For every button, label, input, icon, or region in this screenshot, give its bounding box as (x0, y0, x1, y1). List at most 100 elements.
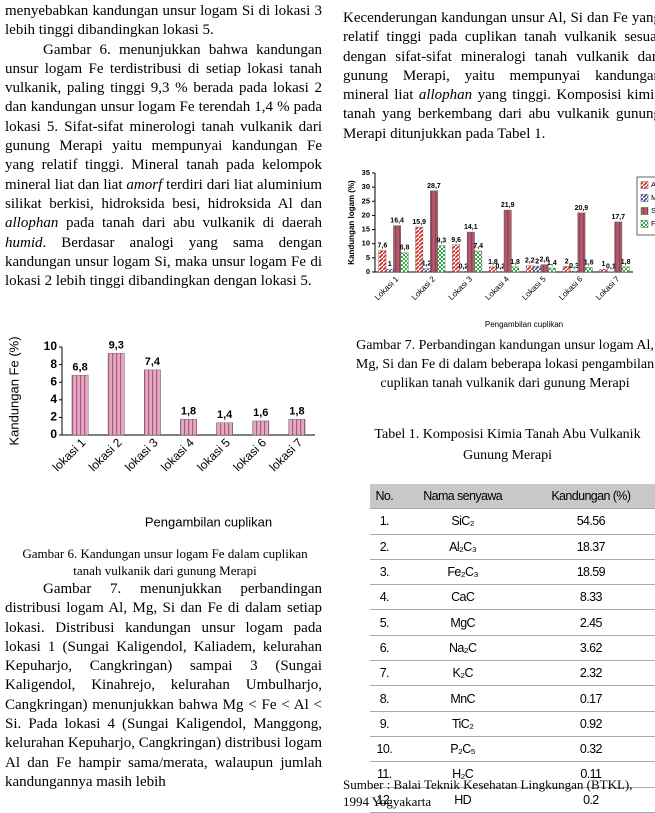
table-cell: MnC (399, 686, 527, 711)
x-tick-label: Lokasi 7 (594, 274, 622, 302)
header-cell: Nama senyawa (399, 484, 527, 509)
table-cell: 0.17 (527, 686, 655, 711)
table-cell: CaC (399, 585, 527, 610)
bar (460, 271, 467, 272)
y-tick-label: 2 (50, 410, 57, 424)
left-text-top: menyebabkan kandungan unsur logam Si di … (5, 2, 322, 332)
x-tick-label: Lokasi 2 (410, 274, 438, 302)
bar-label: 21,9 (501, 202, 515, 209)
legend-swatch (641, 221, 648, 228)
y-tick-label: 4 (50, 392, 57, 406)
bar (533, 266, 540, 272)
table-cell: 3. (370, 559, 399, 584)
bar (217, 423, 233, 435)
bar-label: 9,6 (451, 237, 461, 244)
bar-label: 7,4 (145, 356, 161, 368)
x-tick-label: lokasi 2 (86, 435, 125, 474)
bar (180, 419, 196, 435)
table-cell: 6. (370, 635, 399, 660)
x-tick-label: Lokasi 5 (520, 274, 548, 302)
bar (438, 246, 445, 272)
table-cell: TiC₂ (399, 711, 527, 736)
x-axis-title: Pengambilan cuplikan (485, 320, 563, 329)
bar-label: 1,6 (253, 407, 268, 419)
bar (289, 419, 305, 435)
table-cell: 2. (370, 534, 399, 559)
bar (511, 267, 518, 272)
table-cell: Fe₂C₃ (399, 559, 527, 584)
bar (379, 251, 386, 272)
bar-label: 6,8 (400, 245, 410, 252)
table-cell: 54.56 (527, 509, 655, 534)
bar-label: 1 (602, 261, 606, 268)
x-tick-label: lokasi 5 (194, 435, 233, 474)
legend-swatch (641, 182, 648, 189)
bar (430, 191, 437, 272)
bar (526, 266, 533, 272)
bar (423, 269, 430, 272)
bar-label: 7,4 (473, 243, 483, 250)
x-tick-label: lokasi 6 (230, 435, 269, 474)
bar-label: 9,3 (436, 238, 446, 245)
caption: Gambar 6. Kandungan unsur logam Fe dalam… (20, 545, 310, 579)
y-tick-label: 10 (44, 339, 58, 353)
bar-label: 2,2 (525, 258, 535, 265)
left-text-bottom: Gambar 7. menunjukkan perbandingan distr… (5, 580, 322, 812)
bar-label: 1,4 (217, 409, 233, 421)
bar (475, 251, 482, 272)
table-cell: 18.59 (527, 559, 655, 584)
table-cell: 0.32 (527, 736, 655, 761)
y-tick-label: 10 (362, 239, 370, 248)
table-cell: 10. (370, 736, 399, 761)
table-cell: 2.32 (527, 661, 655, 686)
bar (570, 271, 577, 272)
x-tick-label: lokasi 7 (267, 435, 306, 474)
bar (108, 353, 124, 435)
y-tick-label: 0 (366, 267, 370, 276)
table-cell: 1. (370, 509, 399, 534)
x-tick-label: Lokasi 6 (557, 274, 585, 302)
bar-label: 1,8 (181, 405, 196, 417)
bar-label: 1,8 (621, 259, 631, 266)
legend-label: Al (651, 180, 655, 189)
bar-label: 1,8 (510, 259, 520, 266)
bar (253, 421, 269, 435)
y-axis-title: Kandungan Fe (%) (6, 336, 21, 445)
legend-swatch (641, 195, 648, 202)
paragraph: Gambar 7. menunjukkan perbandingan distr… (5, 580, 322, 792)
bar (585, 267, 592, 272)
y-tick-label: 35 (362, 168, 370, 177)
x-tick-label: Lokasi 3 (447, 274, 475, 302)
y-tick-label: 25 (362, 196, 370, 205)
bar (622, 267, 629, 272)
bar (467, 232, 474, 272)
bar-label: 16,4 (390, 218, 404, 225)
paragraph: menyebabkan kandungan unsur logam Si di … (5, 2, 322, 41)
table-cell: 3.62 (527, 635, 655, 660)
table-cell: 9. (370, 711, 399, 736)
table-cell: Al₂C₃ (399, 534, 527, 559)
y-tick-label: 30 (362, 182, 370, 191)
bar (497, 271, 504, 272)
table-cell: SiC₂ (399, 509, 527, 534)
table-cell: 8.33 (527, 585, 655, 610)
table-cell: K₂C (399, 661, 527, 686)
bar-label: 6,8 (72, 361, 87, 373)
table-cell: 2.45 (527, 610, 655, 635)
bar-label: 1 (388, 261, 392, 268)
header-cell: No. (370, 484, 399, 509)
x-tick-label: Lokasi 1 (373, 274, 401, 302)
y-tick-label: 6 (50, 374, 57, 388)
x-tick-label: lokasi 4 (158, 435, 197, 474)
